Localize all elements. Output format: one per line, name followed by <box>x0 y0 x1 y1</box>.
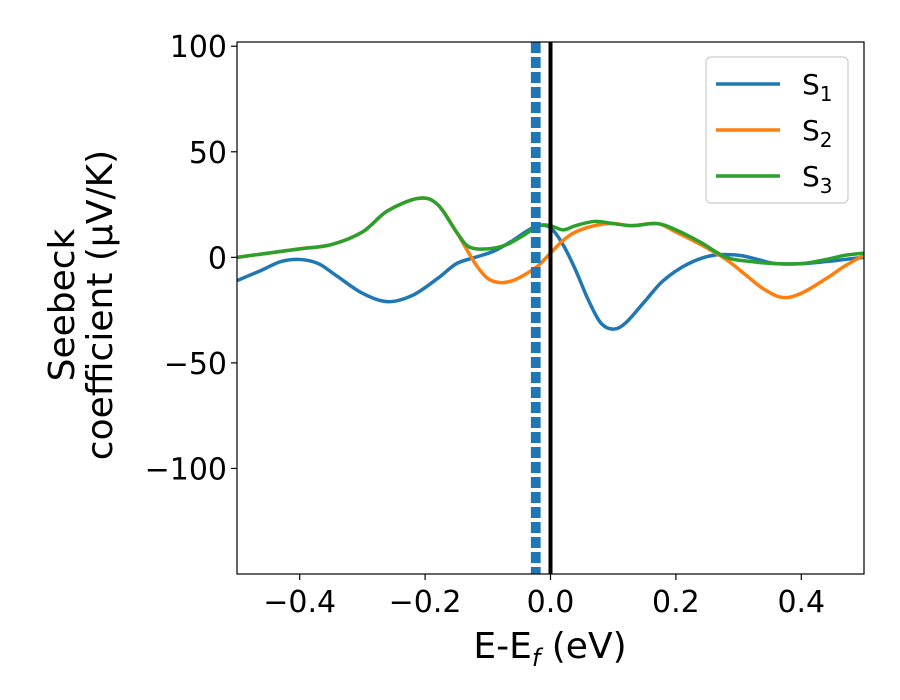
x-tick-label: 0.4 <box>777 585 825 620</box>
plot-area <box>237 42 864 574</box>
x-tick-label: 0.2 <box>652 585 700 620</box>
legend-label-s3: S3 <box>802 160 833 198</box>
series-line-s3 <box>237 196 864 266</box>
y-axis-ticks: 100 50 0 −50 −100 <box>145 30 237 487</box>
legend: S1 S2 S3 <box>705 56 849 204</box>
legend-label-s1: S1 <box>802 68 833 106</box>
x-axis-label-main: E-E <box>473 626 531 667</box>
series-line-s1 <box>237 223 864 331</box>
x-tick-label: −0.2 <box>389 585 462 620</box>
y-tick-label: 50 <box>189 136 227 171</box>
x-tick-label: 0.0 <box>527 585 575 620</box>
x-tick-label: −0.4 <box>263 585 336 620</box>
x-axis-label-unit: (eV) <box>540 626 626 667</box>
y-tick-label: 100 <box>170 30 227 65</box>
y-axis-label-line2: coefficient (μV/K) <box>80 150 121 460</box>
y-tick-label: −100 <box>145 452 227 487</box>
y-tick-label: 0 <box>208 241 227 276</box>
x-axis-label: E-Ef (eV) <box>473 626 626 672</box>
y-axis-label: Seebeck coefficient (μV/K) <box>42 150 121 460</box>
legend-label-s2: S2 <box>802 114 833 152</box>
x-axis-ticks: −0.4 −0.2 0.0 0.2 0.4 <box>263 574 825 620</box>
y-axis-label-line1: Seebeck <box>42 228 83 381</box>
y-tick-label: −50 <box>164 347 227 382</box>
